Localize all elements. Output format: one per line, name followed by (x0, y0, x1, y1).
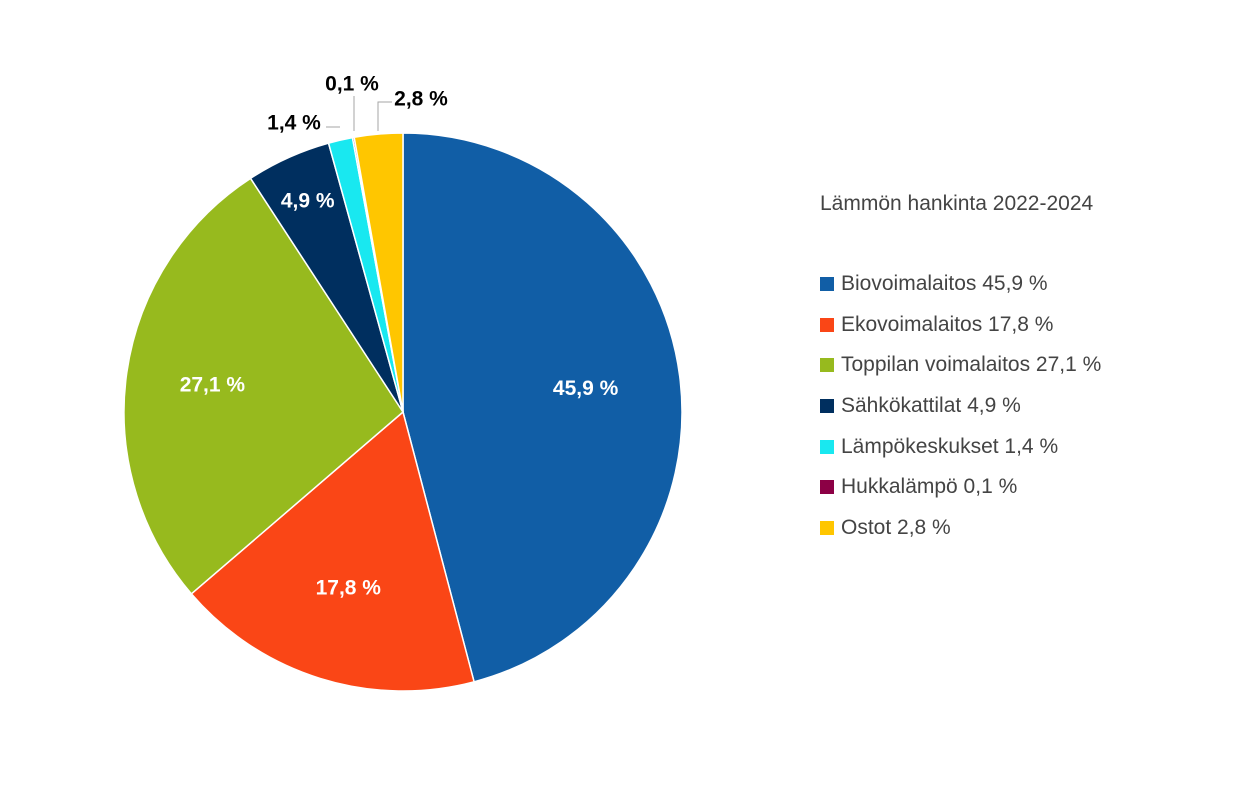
legend-item: Lämpökeskukset 1,4 % (820, 426, 1220, 467)
leader-lines (326, 96, 392, 131)
legend-label: Biovoimalaitos 45,9 % (841, 272, 1048, 296)
leader-line (377, 101, 392, 131)
slice-data-label: 1,4 % (267, 112, 321, 135)
legend-label: Ekovoimalaitos 17,8 % (841, 312, 1054, 336)
legend-label: Lämpökeskukset 1,4 % (841, 434, 1059, 458)
legend-items: Biovoimalaitos 45,9 % Ekovoimalaitos 17,8… (820, 264, 1220, 548)
slice-labels: 45,9 % 17,8 % 27,1 % 4,9 % 1,4 %0,1 % 2,8 % (180, 73, 619, 600)
legend-swatch (820, 439, 834, 454)
legend-item: Toppilan voimalaitos 27,1 % (820, 345, 1220, 386)
legend-swatch (820, 520, 834, 535)
legend-label: Toppilan voimalaitos 27,1 % (841, 353, 1102, 377)
slice-data-label: 2,8 % (394, 88, 448, 111)
legend-item: Biovoimalaitos 45,9 % (820, 264, 1220, 305)
legend-label: Hukkalämpö 0,1 % (841, 475, 1018, 499)
legend-label: Sähkökattilat 4,9 % (841, 394, 1021, 418)
legend-swatch (820, 277, 834, 292)
legend-swatch (820, 317, 834, 332)
legend-item: Sähkökattilat 4,9 % (820, 386, 1220, 427)
legend-item: Hukkalämpö 0,1 % (820, 467, 1220, 508)
pie-slice (353, 132, 404, 413)
pie-slice (402, 132, 683, 683)
legend-swatch (820, 480, 834, 495)
slice-data-label: 0,1 % (325, 73, 379, 96)
slice-data-label: 4,9 % (281, 189, 335, 212)
legend: Lämmön hankinta 2022-2024 Biovoimalaitos… (820, 192, 1220, 548)
pie-slice (190, 411, 475, 692)
legend-item: Ekovoimalaitos 17,8 % (820, 305, 1220, 346)
legend-swatch (820, 399, 834, 414)
legend-swatch (820, 358, 834, 373)
pie-slices (123, 132, 683, 692)
slice-data-label: 27,1 % (180, 373, 246, 396)
legend-label: Ostot 2,8 % (841, 515, 951, 539)
slice-data-label: 17,8 % (316, 576, 382, 599)
legend-item: Ostot 2,8 % (820, 508, 1220, 549)
legend-title: Lämmön hankinta 2022-2024 (820, 192, 1094, 215)
slice-data-label: 45,9 % (553, 377, 619, 400)
pie-slice (123, 177, 404, 595)
